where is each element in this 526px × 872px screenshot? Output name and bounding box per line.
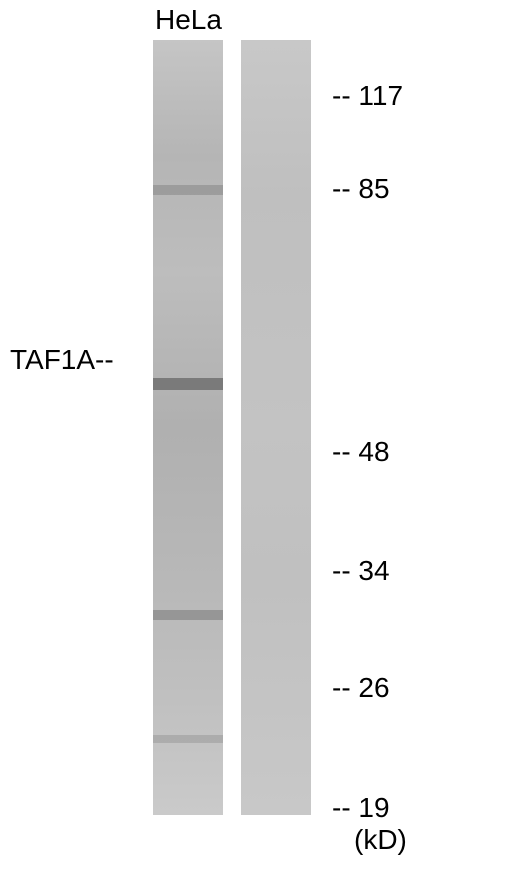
mw-unit-label: (kD) [354, 824, 407, 856]
lane1-band-0 [153, 185, 223, 195]
lane-header-hela: HeLa [155, 4, 222, 36]
mw-marker-3: -- 34 [332, 555, 390, 587]
lane1-band-2 [153, 610, 223, 620]
western-blot-container: HeLa TAF1A-- (kD) -- 117 -- 85 -- 48 -- 34 -… [0, 0, 526, 872]
mw-marker-5: -- 19 [332, 792, 390, 824]
mw-marker-4: -- 26 [332, 672, 390, 704]
blot-lane-1 [153, 40, 223, 815]
protein-label-taf1a: TAF1A-- [10, 344, 114, 376]
blot-lane-2 [241, 40, 311, 815]
lane1-band-3 [153, 735, 223, 743]
mw-marker-1: -- 85 [332, 173, 390, 205]
lane1-band-1 [153, 378, 223, 390]
mw-marker-2: -- 48 [332, 436, 390, 468]
mw-marker-0: -- 117 [332, 80, 403, 112]
